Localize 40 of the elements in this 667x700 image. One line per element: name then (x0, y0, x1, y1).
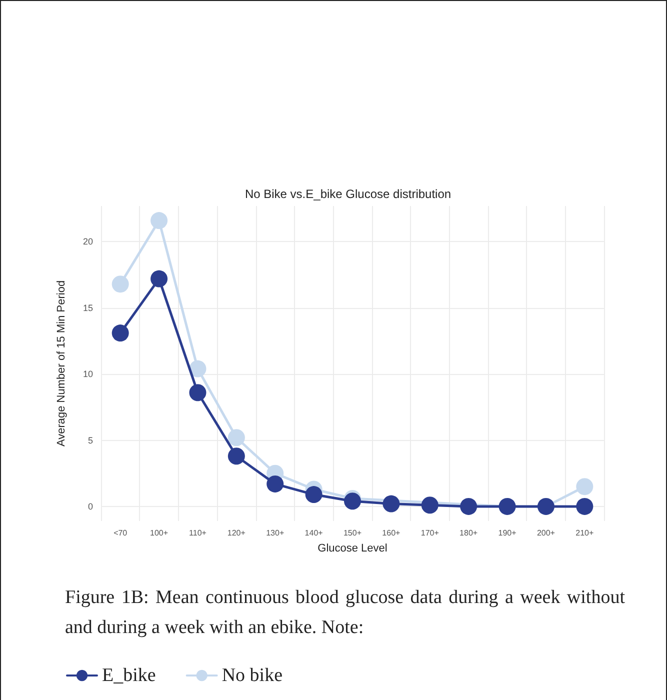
point (189, 360, 206, 378)
point (150, 212, 168, 230)
x-tick-label: 110+ (189, 528, 207, 538)
point (576, 498, 594, 515)
chart-title: No Bike vs.E_bike Glucose distribution (244, 187, 452, 201)
point (228, 448, 245, 465)
point (421, 496, 438, 514)
x-tick-label: 200+ (536, 528, 556, 538)
caption: Figure 1B: Mean continuous blood glucose data during a week without and during a week with an ebike. Note: (65, 586, 625, 640)
point (305, 486, 322, 504)
point (576, 478, 594, 496)
y-tick-label: 5 (88, 435, 93, 446)
x-tick-label: 160+ (382, 528, 401, 538)
x-tick-label: 150+ (343, 528, 362, 538)
y-tick-label: 0 (88, 501, 93, 512)
x-tick-label: 180+ (460, 528, 478, 538)
x-tick-label: 120+ (227, 528, 246, 538)
point (228, 429, 245, 446)
point (189, 384, 206, 402)
point (266, 475, 284, 492)
point (112, 276, 129, 293)
x-tick-label: 100+ (150, 528, 168, 538)
point (344, 492, 361, 510)
y-tick-label: 10 (82, 369, 93, 380)
y-axis-title: Average Number of 15 Min Period (56, 280, 68, 447)
point (460, 498, 478, 515)
point (112, 324, 129, 342)
point (150, 270, 168, 288)
legend-label: E_bike (102, 665, 156, 686)
x-tick-label: 130+ (266, 528, 284, 538)
legend-label: No bike (222, 665, 283, 686)
point (382, 495, 400, 512)
y-tick-label: 20 (82, 236, 93, 247)
y-tick-label: 15 (82, 302, 93, 313)
x-tick-label: 190+ (498, 528, 517, 538)
x-tick-label: <70 (114, 528, 128, 538)
x-tick-label: 210+ (576, 528, 594, 538)
x-axis-title: Glucose Level (318, 542, 388, 554)
x-tick-label: 140+ (304, 528, 324, 538)
x-tick-label: 170+ (420, 528, 440, 538)
